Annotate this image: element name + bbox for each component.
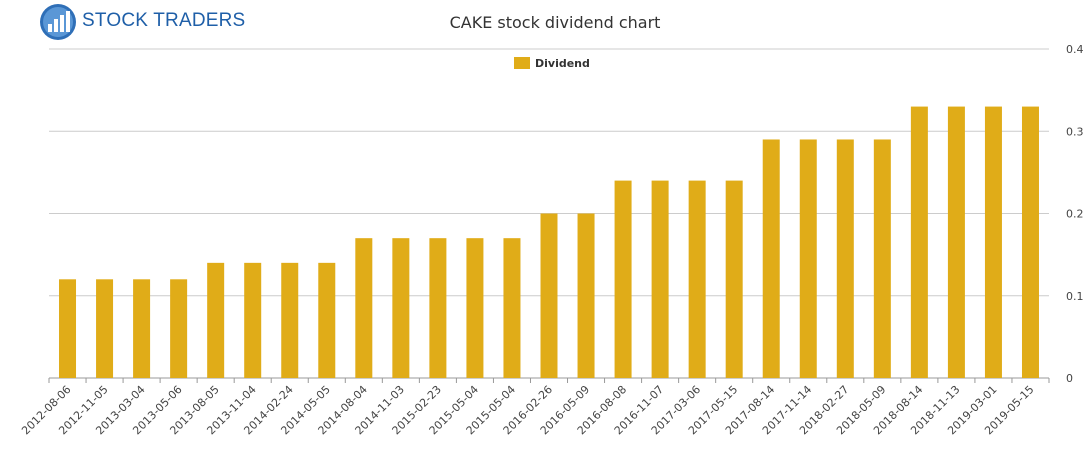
bar	[688, 180, 706, 378]
stock-traders-logo: STOCK TRADERS	[38, 2, 245, 42]
bar	[96, 279, 114, 378]
bar	[244, 262, 262, 378]
chart-title: CAKE stock dividend chart	[450, 13, 661, 32]
bar	[207, 262, 225, 378]
bar	[984, 106, 1002, 378]
bar	[836, 139, 854, 378]
logo-text: STOCK TRADERS	[82, 10, 246, 31]
bar	[133, 279, 151, 378]
y-tick-label: 0	[1066, 372, 1073, 385]
bar	[725, 180, 743, 378]
bar	[503, 238, 521, 378]
bar	[947, 106, 965, 378]
bar	[614, 180, 632, 378]
y-tick-label: 0.2	[1066, 208, 1084, 221]
bar	[577, 213, 595, 378]
bar	[281, 262, 299, 378]
bar	[170, 279, 188, 378]
bar	[873, 139, 891, 378]
y-tick-label: 0.4	[1066, 43, 1084, 56]
bar	[466, 238, 484, 378]
logo-globe-icon	[40, 4, 76, 40]
bar	[318, 262, 336, 378]
chart-legend: Dividend	[514, 57, 590, 70]
y-tick-label: 0.1	[1066, 290, 1084, 303]
bar	[540, 213, 558, 378]
bars	[59, 106, 1039, 378]
bar	[429, 238, 447, 378]
legend-swatch-dividend	[514, 57, 530, 69]
bar	[59, 279, 77, 378]
y-tick-label: 0.3	[1066, 125, 1084, 138]
bar	[799, 139, 817, 378]
x-axis: 2012-08-062012-11-052013-03-042013-05-06…	[19, 378, 1050, 437]
bar	[355, 238, 373, 378]
bar	[392, 238, 410, 378]
legend-label-dividend: Dividend	[535, 57, 590, 70]
bar	[651, 180, 669, 378]
bar	[910, 106, 928, 378]
bar	[1021, 106, 1039, 378]
y-axis-ticks: 0 0.1 0.2 0.3 0.4	[1066, 43, 1084, 385]
bar	[762, 139, 780, 378]
